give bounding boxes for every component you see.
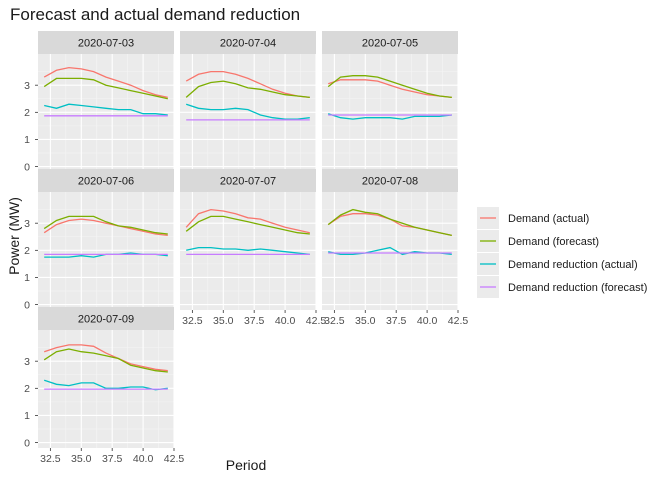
y-axis-title: Power (MW) <box>6 197 22 275</box>
series-line-demand-actual <box>43 218 168 237</box>
x-axis-tick-labels: 32.5 35.0 37.5 40.0 42.532.5 35.0 37.5 40.0 42.5… <box>40 310 468 465</box>
x-tick-label: 40.0 <box>417 315 438 327</box>
legend-item: Demand reduction (actual) <box>477 253 638 275</box>
series-line-demand-forecast <box>327 75 452 99</box>
x-tick-label: 42.5 <box>306 315 327 327</box>
facet-strip-label: 2020-07-03 <box>78 38 134 50</box>
series-line-demand-forecast <box>185 215 310 235</box>
series-line-demand-forecast <box>43 215 168 235</box>
facet-panels: 2020-07-03 0 1 2 3 2020-07-04 2020-07-05 2020-0… <box>24 31 459 449</box>
series-line-demand-reduction-actual <box>185 103 310 120</box>
y-tick-label: 2 <box>24 383 30 395</box>
facet-panel: 2020-07-03 0 1 2 3 <box>24 31 175 173</box>
x-tick-label: 42.5 <box>448 315 469 327</box>
x-tick-label: 40.0 <box>275 315 296 327</box>
series-line-demand-forecast <box>327 208 452 237</box>
legend: Demand (actual) Demand (forecast) Demand r… <box>477 207 647 298</box>
panel-background <box>38 192 174 310</box>
y-tick-label: 3 <box>24 218 30 230</box>
panel-background <box>322 192 458 310</box>
panel-background <box>322 54 458 172</box>
legend-label: Demand (forecast) <box>508 236 599 248</box>
x-tick-label: 32.5 <box>324 315 345 327</box>
x-tick-label: 42.5 <box>164 453 185 465</box>
facet-panel: 2020-07-05 <box>322 31 459 172</box>
facet-strip-label: 2020-07-05 <box>362 38 418 50</box>
facet-strip-label: 2020-07-08 <box>362 176 418 188</box>
x-tick-label: 35.0 <box>355 315 376 327</box>
facet-panel: 2020-07-06 0 1 2 3 <box>24 169 175 311</box>
facet-strip <box>322 169 458 192</box>
series-line-demand-forecast <box>185 80 310 99</box>
legend-label: Demand reduction (forecast) <box>508 282 647 294</box>
series-line-demand-actual <box>43 344 168 372</box>
series-line-demand-reduction-actual <box>44 103 168 116</box>
y-tick-label: 0 <box>24 161 30 173</box>
legend-item: Demand (forecast) <box>477 230 599 252</box>
legend-label: Demand reduction (actual) <box>508 259 638 271</box>
facet-strip-label: 2020-07-04 <box>220 38 276 50</box>
x-tick-label: 37.5 <box>244 315 265 327</box>
x-tick-label: 35.0 <box>71 453 92 465</box>
x-tick-label: 32.5 <box>40 453 61 465</box>
x-tick-label: 37.5 <box>386 315 407 327</box>
y-tick-label: 3 <box>24 356 30 368</box>
y-tick-label: 2 <box>24 245 30 257</box>
facet-strip <box>322 31 458 54</box>
series-line-demand-actual <box>185 208 310 234</box>
y-tick-label: 0 <box>24 299 30 311</box>
series-line-demand-reduction-actual <box>43 379 168 391</box>
legend-item: Demand reduction (forecast) <box>477 276 647 298</box>
facet-panel: 2020-07-09 0 1 2 3 <box>24 307 175 449</box>
series-line-demand-reduction-actual <box>186 246 310 256</box>
legend-item: Demand (actual) <box>477 207 589 229</box>
y-tick-label: 1 <box>24 134 30 146</box>
x-tick-label: 32.5 <box>182 315 203 327</box>
facet-panel: 2020-07-07 <box>180 169 317 310</box>
facet-strip-label: 2020-07-09 <box>78 314 134 326</box>
y-tick-label: 3 <box>24 80 30 92</box>
facet-panel: 2020-07-04 <box>180 31 317 172</box>
facet-strip <box>38 307 174 330</box>
y-tick-label: 2 <box>24 107 30 119</box>
y-tick-label: 1 <box>24 410 30 422</box>
series-line-demand-actual <box>185 70 310 99</box>
x-tick-label: 35.0 <box>213 315 234 327</box>
facet-strip <box>180 31 316 54</box>
facet-strip <box>38 31 174 54</box>
y-tick-label: 0 <box>24 437 30 449</box>
facet-panel: 2020-07-08 <box>322 169 459 310</box>
chart-title: Forecast and actual demand reduction <box>10 5 300 24</box>
facet-strip-label: 2020-07-06 <box>78 176 134 188</box>
x-tick-label: 40.0 <box>133 453 154 465</box>
panel-background <box>38 54 174 172</box>
facet-strip <box>180 169 316 192</box>
legend-label: Demand (actual) <box>508 213 589 225</box>
series-line-demand-reduction-actual <box>327 113 452 120</box>
series-line-demand-actual <box>43 66 168 99</box>
facet-strip <box>38 169 174 192</box>
series-line-demand-forecast <box>43 77 168 100</box>
x-tick-label: 37.5 <box>102 453 123 465</box>
facet-strip-label: 2020-07-07 <box>220 176 276 188</box>
x-axis-title: Period <box>226 457 266 473</box>
series-line-demand-actual <box>327 79 452 99</box>
series-line-demand-forecast <box>43 348 168 373</box>
y-tick-label: 1 <box>24 272 30 284</box>
